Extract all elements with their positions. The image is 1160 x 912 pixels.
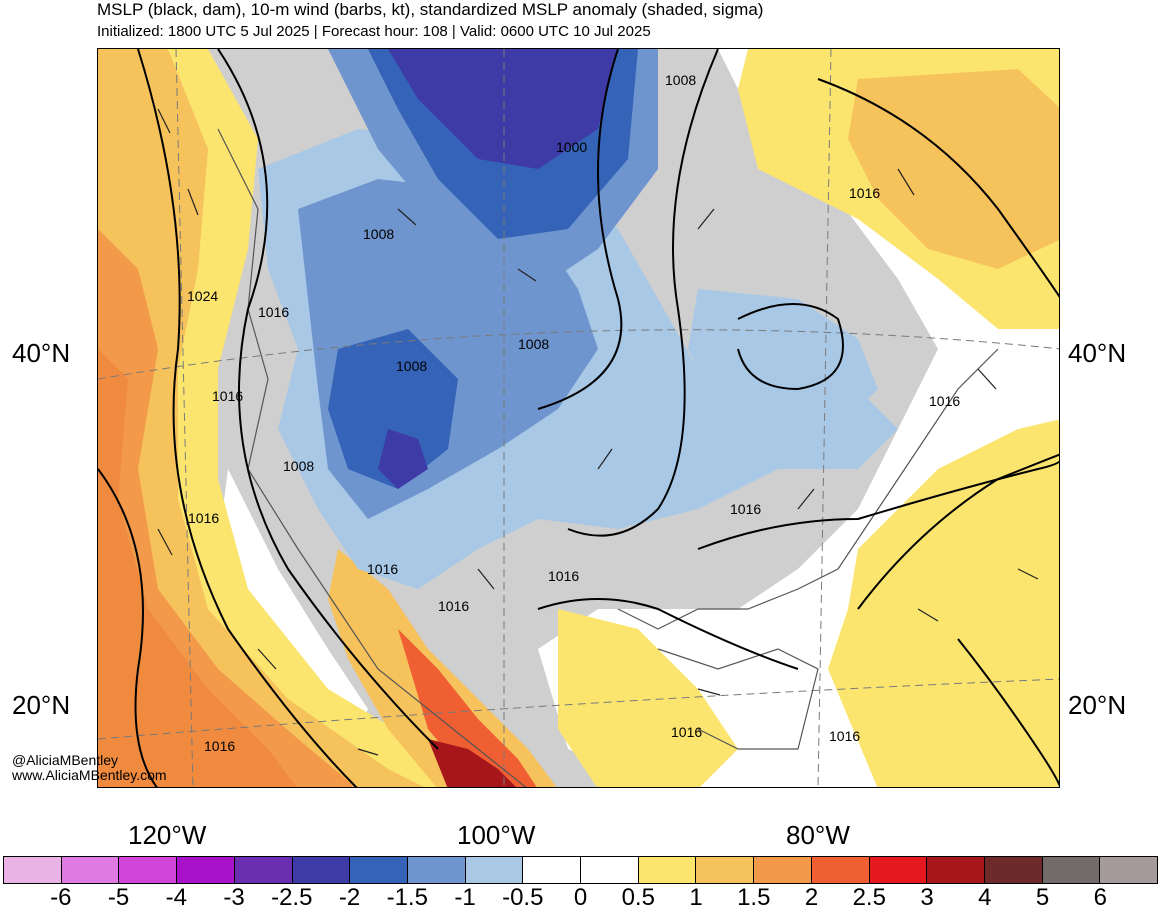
colorbar-tick-label: 6 — [1093, 884, 1107, 911]
contour-label: 1016 — [212, 388, 243, 404]
chart-title: MSLP (black, dam), 10-m wind (barbs, kt)… — [97, 0, 764, 19]
colorbar-swatch — [696, 857, 755, 883]
colorbar-tick-label: 3 — [920, 884, 934, 911]
contour-label: 1016 — [367, 561, 398, 577]
colorbar-tick-label: 0.5 — [621, 884, 655, 911]
colorbar-swatch — [581, 857, 639, 883]
contour-label: 1016 — [438, 598, 469, 614]
contour-label: 1016 — [929, 393, 960, 409]
colorbar — [3, 856, 1158, 884]
colorbar-tick-label: -0.5 — [502, 884, 544, 911]
colorbar-swatch — [234, 857, 293, 883]
colorbar-tick-label: -2 — [338, 884, 361, 911]
contour-label: 1016 — [188, 510, 219, 526]
colorbar-swatch — [407, 857, 466, 883]
colorbar-tick-label: -4 — [165, 884, 187, 911]
contour-label: 1008 — [396, 358, 427, 374]
map-panel: 1008 1000 1016 1008 1024 1016 1008 1008 … — [97, 48, 1060, 788]
colorbar-swatch — [869, 857, 928, 883]
lon-label-80w: 80°W — [786, 820, 850, 850]
colorbar-swatch — [177, 857, 235, 883]
colorbar-tick-label: -3 — [223, 884, 245, 911]
colorbar-tick-label: 1 — [689, 884, 703, 911]
colorbar-swatch — [119, 857, 178, 883]
contour-label: 1008 — [363, 226, 394, 242]
colorbar-tick-label: 0 — [573, 884, 588, 911]
contour-label: 1016 — [258, 304, 289, 320]
colorbar-swatch — [292, 857, 351, 883]
colorbar-swatch — [984, 857, 1043, 883]
colorbar-tick-label: 4 — [978, 884, 992, 911]
colorbar-swatch — [465, 857, 524, 883]
contour-label: 1016 — [829, 728, 860, 744]
lat-label-40n: 40°N — [12, 338, 71, 368]
chart-subtitle: Initialized: 1800 UTC 5 Jul 2025 | Forec… — [97, 23, 651, 40]
contour-label: 1008 — [665, 72, 696, 88]
contour-label: 1016 — [730, 501, 761, 517]
contour-label: 1016 — [204, 738, 235, 754]
colorbar-tick-label: 5 — [1035, 884, 1050, 911]
colorbar-tick-label: -6 — [50, 884, 72, 911]
contour-label: 1016 — [671, 724, 702, 740]
contour-label: 1016 — [849, 185, 880, 201]
colorbar-tick-label: -1.5 — [386, 884, 428, 911]
colorbar-tick-label: -1 — [454, 884, 476, 911]
lat-label-20n: 20°N — [12, 690, 71, 720]
colorbar-swatch — [927, 857, 985, 883]
credit-website: www.AliciaMBentley.com — [12, 767, 167, 783]
colorbar-swatch — [1100, 857, 1158, 883]
colorbar-swatch — [523, 857, 582, 883]
lon-label-100w: 100°W — [457, 820, 536, 850]
colorbar-swatch — [1042, 857, 1101, 883]
lon-label-120w: 120°W — [128, 820, 207, 850]
colorbar-tick-label: 2 — [804, 884, 819, 911]
colorbar-tick-label: -2.5 — [271, 884, 313, 911]
lat-label-40n-right: 40°N — [1068, 338, 1127, 368]
credit-handle: @AliciaMBentley — [12, 752, 119, 768]
colorbar-swatch — [4, 857, 62, 883]
map-canvas: 1008 1000 1016 1008 1024 1016 1008 1008 … — [98, 49, 1059, 787]
contour-label: 1016 — [548, 568, 579, 584]
colorbar-swatch — [61, 857, 120, 883]
colorbar-swatch — [754, 857, 812, 883]
contour-label: 1008 — [283, 458, 314, 474]
colorbar-tick-label: 2.5 — [852, 884, 886, 911]
lat-label-20n-right: 20°N — [1068, 690, 1127, 720]
colorbar-swatch — [350, 857, 408, 883]
colorbar-swatch — [811, 857, 870, 883]
colorbar-tick-label: 1.5 — [737, 884, 771, 911]
colorbar-swatch — [638, 857, 697, 883]
contour-label: 1024 — [187, 288, 218, 304]
contour-label: 1000 — [556, 139, 587, 155]
colorbar-tick-label: -5 — [107, 884, 130, 911]
contour-label: 1008 — [518, 336, 549, 352]
